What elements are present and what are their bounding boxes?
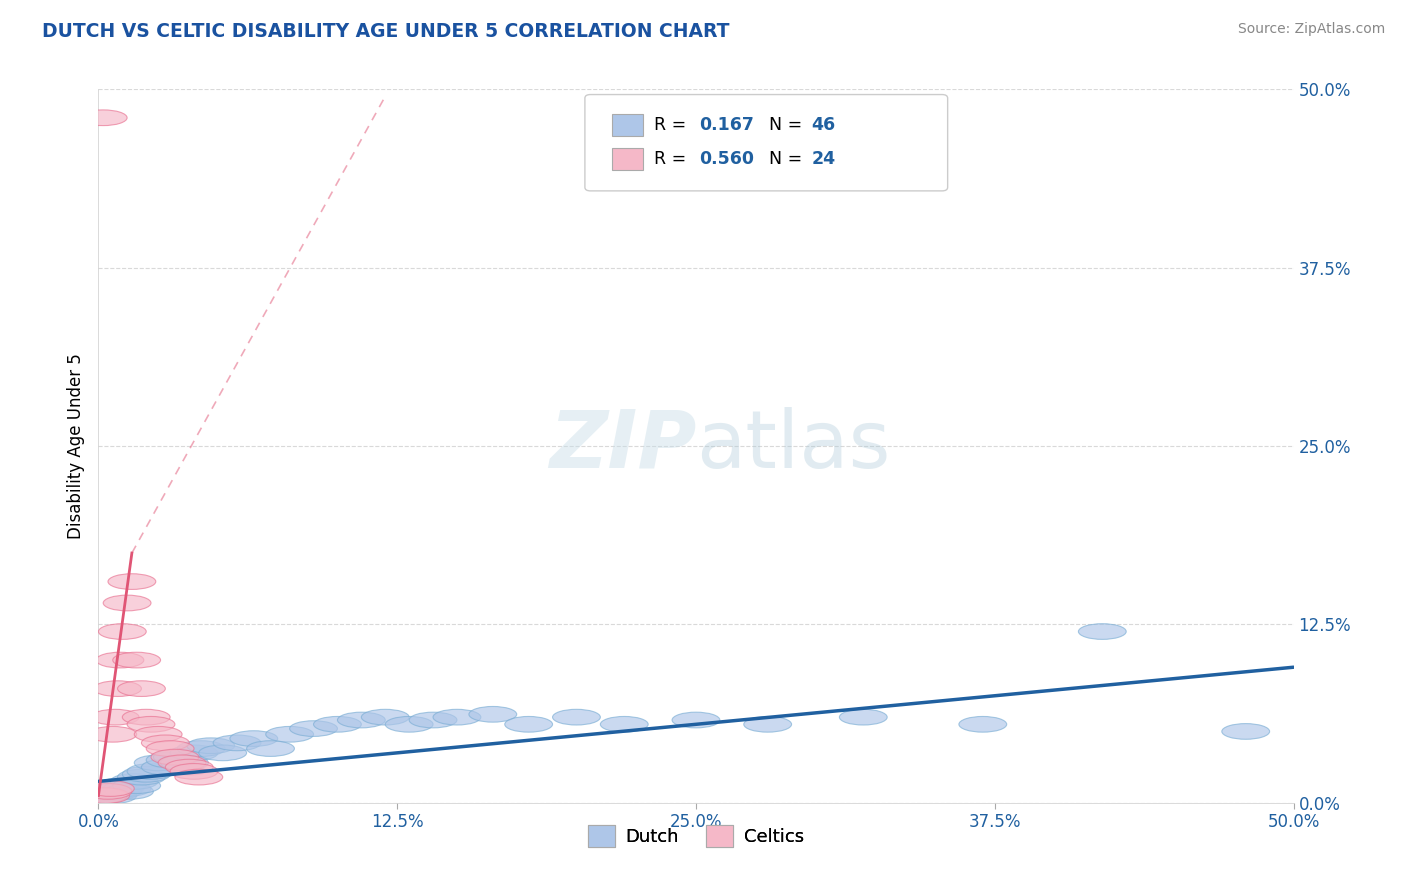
Ellipse shape bbox=[91, 709, 139, 725]
Ellipse shape bbox=[98, 778, 146, 794]
Ellipse shape bbox=[79, 788, 127, 804]
Ellipse shape bbox=[112, 652, 160, 668]
Ellipse shape bbox=[409, 712, 457, 728]
Ellipse shape bbox=[553, 709, 600, 725]
Ellipse shape bbox=[146, 752, 194, 768]
Ellipse shape bbox=[170, 764, 218, 780]
Ellipse shape bbox=[96, 780, 143, 797]
Text: atlas: atlas bbox=[696, 407, 890, 485]
Ellipse shape bbox=[118, 681, 166, 697]
Ellipse shape bbox=[89, 788, 136, 804]
Ellipse shape bbox=[112, 778, 160, 794]
Ellipse shape bbox=[87, 785, 135, 801]
Ellipse shape bbox=[98, 624, 146, 640]
Ellipse shape bbox=[111, 773, 159, 789]
Ellipse shape bbox=[96, 652, 143, 668]
Ellipse shape bbox=[153, 749, 201, 765]
Ellipse shape bbox=[89, 726, 136, 742]
Text: DUTCH VS CELTIC DISABILITY AGE UNDER 5 CORRELATION CHART: DUTCH VS CELTIC DISABILITY AGE UNDER 5 C… bbox=[42, 22, 730, 41]
Ellipse shape bbox=[314, 716, 361, 732]
Ellipse shape bbox=[231, 731, 278, 747]
Ellipse shape bbox=[84, 787, 132, 802]
Ellipse shape bbox=[150, 749, 198, 765]
Ellipse shape bbox=[135, 755, 183, 771]
Text: N =: N = bbox=[769, 116, 808, 134]
Ellipse shape bbox=[839, 709, 887, 725]
Ellipse shape bbox=[135, 726, 183, 742]
Ellipse shape bbox=[505, 716, 553, 732]
Ellipse shape bbox=[600, 716, 648, 732]
Ellipse shape bbox=[87, 780, 135, 797]
Ellipse shape bbox=[744, 716, 792, 732]
Text: ZIP: ZIP bbox=[548, 407, 696, 485]
Ellipse shape bbox=[266, 726, 314, 742]
Ellipse shape bbox=[1078, 624, 1126, 640]
Ellipse shape bbox=[177, 740, 225, 756]
Ellipse shape bbox=[174, 769, 222, 785]
Ellipse shape bbox=[84, 783, 132, 799]
Ellipse shape bbox=[290, 721, 337, 737]
Ellipse shape bbox=[94, 681, 142, 697]
Legend: Dutch, Celtics: Dutch, Celtics bbox=[581, 818, 811, 855]
Ellipse shape bbox=[91, 782, 139, 797]
Ellipse shape bbox=[79, 788, 127, 804]
Ellipse shape bbox=[187, 738, 235, 754]
Text: N =: N = bbox=[769, 150, 808, 168]
Text: 24: 24 bbox=[811, 150, 835, 168]
Ellipse shape bbox=[146, 740, 194, 756]
Ellipse shape bbox=[79, 110, 127, 126]
Ellipse shape bbox=[103, 780, 150, 797]
Text: 46: 46 bbox=[811, 116, 835, 134]
Ellipse shape bbox=[672, 712, 720, 728]
Y-axis label: Disability Age Under 5: Disability Age Under 5 bbox=[66, 353, 84, 539]
Ellipse shape bbox=[82, 783, 129, 799]
Ellipse shape bbox=[160, 755, 208, 771]
Text: R =: R = bbox=[654, 116, 692, 134]
Ellipse shape bbox=[959, 716, 1007, 732]
Ellipse shape bbox=[214, 735, 262, 751]
Ellipse shape bbox=[82, 788, 129, 804]
Ellipse shape bbox=[246, 740, 294, 756]
Ellipse shape bbox=[159, 755, 207, 771]
Ellipse shape bbox=[470, 706, 517, 723]
Ellipse shape bbox=[103, 595, 150, 611]
Ellipse shape bbox=[108, 574, 156, 590]
Ellipse shape bbox=[361, 709, 409, 725]
Ellipse shape bbox=[105, 783, 153, 799]
Ellipse shape bbox=[337, 712, 385, 728]
Text: Source: ZipAtlas.com: Source: ZipAtlas.com bbox=[1237, 22, 1385, 37]
Ellipse shape bbox=[142, 735, 190, 751]
Ellipse shape bbox=[122, 766, 170, 782]
Ellipse shape bbox=[127, 716, 174, 732]
Ellipse shape bbox=[198, 745, 246, 761]
Text: 0.167: 0.167 bbox=[699, 116, 754, 134]
Ellipse shape bbox=[118, 769, 166, 785]
Ellipse shape bbox=[1222, 723, 1270, 739]
Ellipse shape bbox=[94, 783, 142, 799]
Ellipse shape bbox=[170, 745, 218, 761]
Ellipse shape bbox=[122, 709, 170, 725]
Ellipse shape bbox=[142, 759, 190, 775]
Text: R =: R = bbox=[654, 150, 692, 168]
Text: 0.560: 0.560 bbox=[699, 150, 754, 168]
Ellipse shape bbox=[433, 709, 481, 725]
Ellipse shape bbox=[127, 764, 174, 780]
Ellipse shape bbox=[385, 716, 433, 732]
Ellipse shape bbox=[166, 759, 214, 775]
